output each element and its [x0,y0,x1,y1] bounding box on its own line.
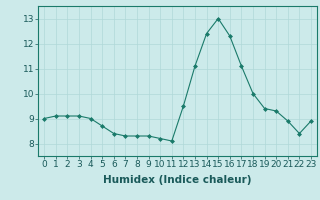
X-axis label: Humidex (Indice chaleur): Humidex (Indice chaleur) [103,175,252,185]
